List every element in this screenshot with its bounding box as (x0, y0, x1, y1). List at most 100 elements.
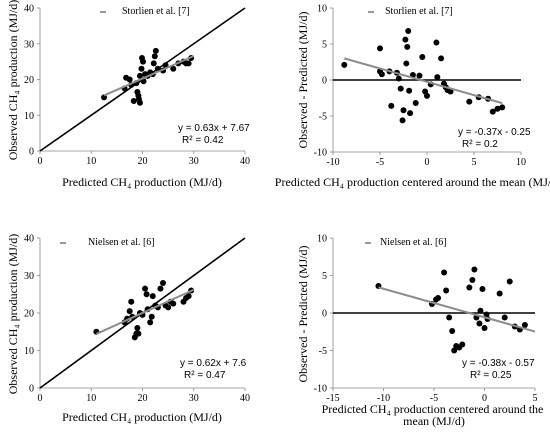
trend-line (95, 288, 195, 335)
data-point (147, 319, 154, 326)
data-point (446, 314, 453, 321)
x-axis-label: Predicted CH₄ production centered around… (322, 402, 547, 428)
x-tick-label: -15 (326, 393, 339, 404)
y-axis-label: Observed CH₄ production (MJ/d) (6, 0, 20, 160)
data-point (419, 53, 426, 60)
data-point (466, 284, 473, 291)
y-tick-label: 0 (322, 76, 327, 87)
x-tick-label: -10 (377, 393, 390, 404)
data-point (481, 325, 488, 331)
legend-label: Nielsen et al. [6] (380, 237, 447, 248)
x-tick-label: 30 (189, 156, 199, 167)
y-tick-label: 20 (24, 309, 34, 320)
data-point (170, 65, 177, 72)
data-point (148, 313, 155, 320)
data-point (149, 293, 156, 300)
y-tick-label: 10 (24, 346, 34, 357)
x-tick-label: 20 (138, 156, 148, 167)
y-tick-label: 30 (24, 39, 34, 50)
data-point (406, 87, 413, 94)
data-point (136, 72, 143, 79)
trendline-equation: y = 0.63x + 7.67 (178, 123, 250, 134)
data-point (185, 293, 192, 300)
y-tick-label: 0 (29, 147, 34, 158)
chart-panel-bottom-left: Observed CH₄ production (MJ/d) Predicted… (6, 234, 247, 424)
data-point (138, 65, 145, 72)
data-point (451, 347, 458, 354)
y-tick-label: 20 (24, 75, 34, 86)
x-tick-label: 10 (516, 157, 526, 168)
data-point (397, 85, 404, 92)
data-point (479, 286, 486, 292)
legend-label: Storlien et al. [7] (122, 6, 190, 17)
x-axis-label-line-2: mean (MJ/d) (403, 414, 465, 428)
data-point (466, 98, 473, 105)
x-tick-label: 0 (425, 157, 430, 168)
x-tick-label: 10 (86, 393, 96, 404)
trendline-equation: y = -0.38x - 0.57 (462, 358, 535, 369)
data-point (404, 43, 411, 50)
chart-panel-top-left: Observed CH₄ production (MJ/d) Predicted… (6, 0, 250, 189)
data-point (135, 330, 142, 337)
data-point (399, 117, 406, 124)
data-point (496, 290, 503, 297)
data-point (140, 58, 147, 65)
legend-label: Nielsen et al. [6] (88, 237, 155, 248)
data-point (477, 307, 484, 314)
data-point (506, 278, 513, 285)
y-tick-label: 30 (24, 271, 34, 282)
x-tick-label: 0 (38, 156, 43, 167)
y-tick-label: 10 (317, 234, 327, 245)
data-point (136, 99, 143, 106)
data-point (416, 72, 423, 79)
data-point (412, 100, 419, 107)
data-point (459, 341, 466, 348)
y-axis-label: Observed - Predicted (MJ/d) (296, 246, 310, 383)
data-point (150, 60, 157, 67)
data-point (152, 47, 159, 54)
x-tick-label: 0 (38, 393, 43, 404)
x-tick-label: -5 (376, 157, 384, 168)
data-point (101, 94, 108, 101)
chart-panel-top-right: Observed - Predicted (MJ/d) Predicted CH… (275, 6, 550, 189)
data-point (126, 76, 133, 83)
data-point (143, 291, 150, 298)
data-point (378, 71, 385, 78)
data-point (341, 61, 348, 68)
trendline-equation: y = 0.62x + 7.6 (180, 358, 247, 369)
data-point (521, 322, 528, 328)
data-point (469, 277, 476, 283)
r-squared-label: R² = 0.42 (182, 135, 224, 146)
y-tick-label: -10 (314, 148, 327, 159)
data-point (501, 314, 508, 321)
data-point (142, 285, 149, 292)
data-point (438, 55, 445, 62)
x-axis-label: Predicted CH₄ production centered around… (275, 175, 550, 189)
data-point (157, 285, 164, 292)
trend-line (103, 55, 195, 97)
data-point (499, 104, 506, 111)
x-tick-label: 40 (240, 393, 250, 404)
data-point (405, 28, 412, 35)
data-point (388, 102, 395, 109)
data-point (434, 74, 441, 81)
y-tick-label: 5 (322, 40, 327, 51)
data-point (402, 36, 409, 43)
data-point (424, 92, 430, 99)
data-point (126, 308, 133, 315)
data-point (494, 105, 501, 112)
data-point (170, 300, 177, 307)
data-point (483, 311, 490, 318)
data-point (447, 88, 454, 95)
trend-line (344, 57, 503, 105)
data-point (435, 295, 442, 301)
plot-area-0: 0 10 20 30 40 0 10 20 30 40 (24, 4, 250, 168)
y-tick-label: 10 (317, 4, 327, 15)
r-squared-label: R² = 0.25 (470, 370, 512, 381)
x-tick-label: 0 (482, 393, 487, 404)
data-point (395, 75, 402, 82)
legend-label: Storlien et al. [7] (385, 6, 453, 17)
x-tick-label: 10 (86, 156, 96, 167)
